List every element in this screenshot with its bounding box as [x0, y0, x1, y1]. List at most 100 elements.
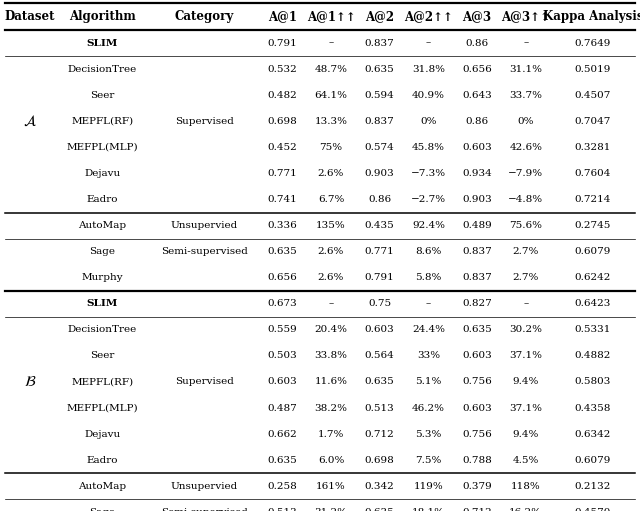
Text: 6.0%: 6.0%: [318, 456, 344, 464]
Text: 0.635: 0.635: [365, 65, 394, 74]
Text: –: –: [328, 299, 333, 308]
Text: 1.7%: 1.7%: [318, 430, 344, 438]
Text: 0.7214: 0.7214: [575, 195, 611, 204]
Text: 4.5%: 4.5%: [513, 456, 539, 464]
Text: 0.656: 0.656: [462, 65, 492, 74]
Text: Sage: Sage: [90, 508, 115, 511]
Text: 0.741: 0.741: [268, 195, 297, 204]
Text: −7.3%: −7.3%: [411, 169, 446, 178]
Text: Eadro: Eadro: [87, 456, 118, 464]
Text: 11.6%: 11.6%: [314, 378, 348, 386]
Text: 0.435: 0.435: [365, 221, 394, 230]
Text: 0.635: 0.635: [268, 456, 297, 464]
Text: 0.903: 0.903: [462, 195, 492, 204]
Text: 0.5331: 0.5331: [575, 326, 611, 334]
Text: Supervised: Supervised: [175, 117, 234, 126]
Text: A@1: A@1: [268, 10, 297, 23]
Text: 0.837: 0.837: [365, 117, 394, 126]
Text: AutoMap: AutoMap: [79, 482, 127, 491]
Text: 0.487: 0.487: [268, 404, 297, 412]
Text: –: –: [426, 299, 431, 308]
Text: 16.2%: 16.2%: [509, 508, 542, 511]
Text: MEFPL(MLP): MEFPL(MLP): [67, 143, 138, 152]
Text: 0.4570: 0.4570: [575, 508, 611, 511]
Text: 0.5803: 0.5803: [575, 378, 611, 386]
Text: 0.635: 0.635: [268, 247, 297, 256]
Text: 18.1%: 18.1%: [412, 508, 445, 511]
Text: 0.7604: 0.7604: [575, 169, 611, 178]
Text: –: –: [426, 39, 431, 48]
Text: −4.8%: −4.8%: [508, 195, 543, 204]
Text: 0.2132: 0.2132: [575, 482, 611, 491]
Text: 0.643: 0.643: [462, 91, 492, 100]
Text: A@3: A@3: [463, 10, 492, 23]
Text: −7.9%: −7.9%: [508, 169, 543, 178]
Text: 0.934: 0.934: [462, 169, 492, 178]
Text: A@2↑↑: A@2↑↑: [404, 10, 453, 23]
Text: 0.489: 0.489: [462, 221, 492, 230]
Text: 119%: 119%: [413, 482, 444, 491]
Text: 2.6%: 2.6%: [318, 273, 344, 282]
Text: 0.4882: 0.4882: [575, 352, 611, 360]
Text: A@3↑↑: A@3↑↑: [501, 10, 550, 23]
Text: 64.1%: 64.1%: [314, 91, 348, 100]
Text: 0.7047: 0.7047: [575, 117, 611, 126]
Text: 6.7%: 6.7%: [318, 195, 344, 204]
Text: Dejavu: Dejavu: [84, 169, 120, 178]
Text: 0.513: 0.513: [365, 404, 394, 412]
Text: 0.6079: 0.6079: [575, 247, 611, 256]
Text: DecisionTree: DecisionTree: [68, 326, 137, 334]
Text: $\mathcal{A}$: $\mathcal{A}$: [23, 114, 37, 129]
Text: 0.6079: 0.6079: [575, 456, 611, 464]
Text: 0.662: 0.662: [268, 430, 297, 438]
Text: $\mathcal{B}$: $\mathcal{B}$: [24, 375, 36, 389]
Text: 38.2%: 38.2%: [314, 404, 348, 412]
Text: −2.7%: −2.7%: [411, 195, 446, 204]
Text: 33%: 33%: [417, 352, 440, 360]
Text: 5.1%: 5.1%: [415, 378, 442, 386]
Text: MEPFL(RF): MEPFL(RF): [72, 378, 134, 386]
Text: 33.8%: 33.8%: [314, 352, 348, 360]
Text: 0.712: 0.712: [462, 508, 492, 511]
Text: 92.4%: 92.4%: [412, 221, 445, 230]
Text: 0.336: 0.336: [268, 221, 297, 230]
Text: 0.837: 0.837: [365, 39, 394, 48]
Text: 9.4%: 9.4%: [513, 430, 539, 438]
Text: 13.3%: 13.3%: [314, 117, 348, 126]
Text: 0.603: 0.603: [462, 352, 492, 360]
Text: 31.8%: 31.8%: [412, 65, 445, 74]
Text: 0.513: 0.513: [268, 508, 297, 511]
Text: 161%: 161%: [316, 482, 346, 491]
Text: Kappa Analysis: Kappa Analysis: [543, 10, 640, 23]
Text: 0.75: 0.75: [368, 299, 391, 308]
Text: 0.6342: 0.6342: [575, 430, 611, 438]
Text: 135%: 135%: [316, 221, 346, 230]
Text: 0.827: 0.827: [462, 299, 492, 308]
Text: 20.4%: 20.4%: [314, 326, 348, 334]
Text: MEFPL(MLP): MEFPL(MLP): [67, 404, 138, 412]
Text: 0.379: 0.379: [462, 482, 492, 491]
Text: 48.7%: 48.7%: [314, 65, 348, 74]
Text: Unsupervied: Unsupervied: [171, 482, 238, 491]
Text: 75%: 75%: [319, 143, 342, 152]
Text: 0.594: 0.594: [365, 91, 394, 100]
Text: 0.712: 0.712: [365, 430, 394, 438]
Text: 0.532: 0.532: [268, 65, 297, 74]
Text: DecisionTree: DecisionTree: [68, 65, 137, 74]
Text: 0.791: 0.791: [365, 273, 394, 282]
Text: 0.342: 0.342: [365, 482, 394, 491]
Text: 31.1%: 31.1%: [509, 65, 542, 74]
Text: 0.3281: 0.3281: [575, 143, 611, 152]
Text: 37.1%: 37.1%: [509, 352, 542, 360]
Text: 0.4507: 0.4507: [575, 91, 611, 100]
Text: Seer: Seer: [90, 91, 115, 100]
Text: 31.2%: 31.2%: [314, 508, 348, 511]
Text: MEPFL(RF): MEPFL(RF): [72, 117, 134, 126]
Text: 9.4%: 9.4%: [513, 378, 539, 386]
Text: 8.6%: 8.6%: [415, 247, 442, 256]
Text: 46.2%: 46.2%: [412, 404, 445, 412]
Text: 7.5%: 7.5%: [415, 456, 442, 464]
Text: AutoMap: AutoMap: [79, 221, 127, 230]
Text: 0%: 0%: [518, 117, 534, 126]
Text: 42.6%: 42.6%: [509, 143, 542, 152]
